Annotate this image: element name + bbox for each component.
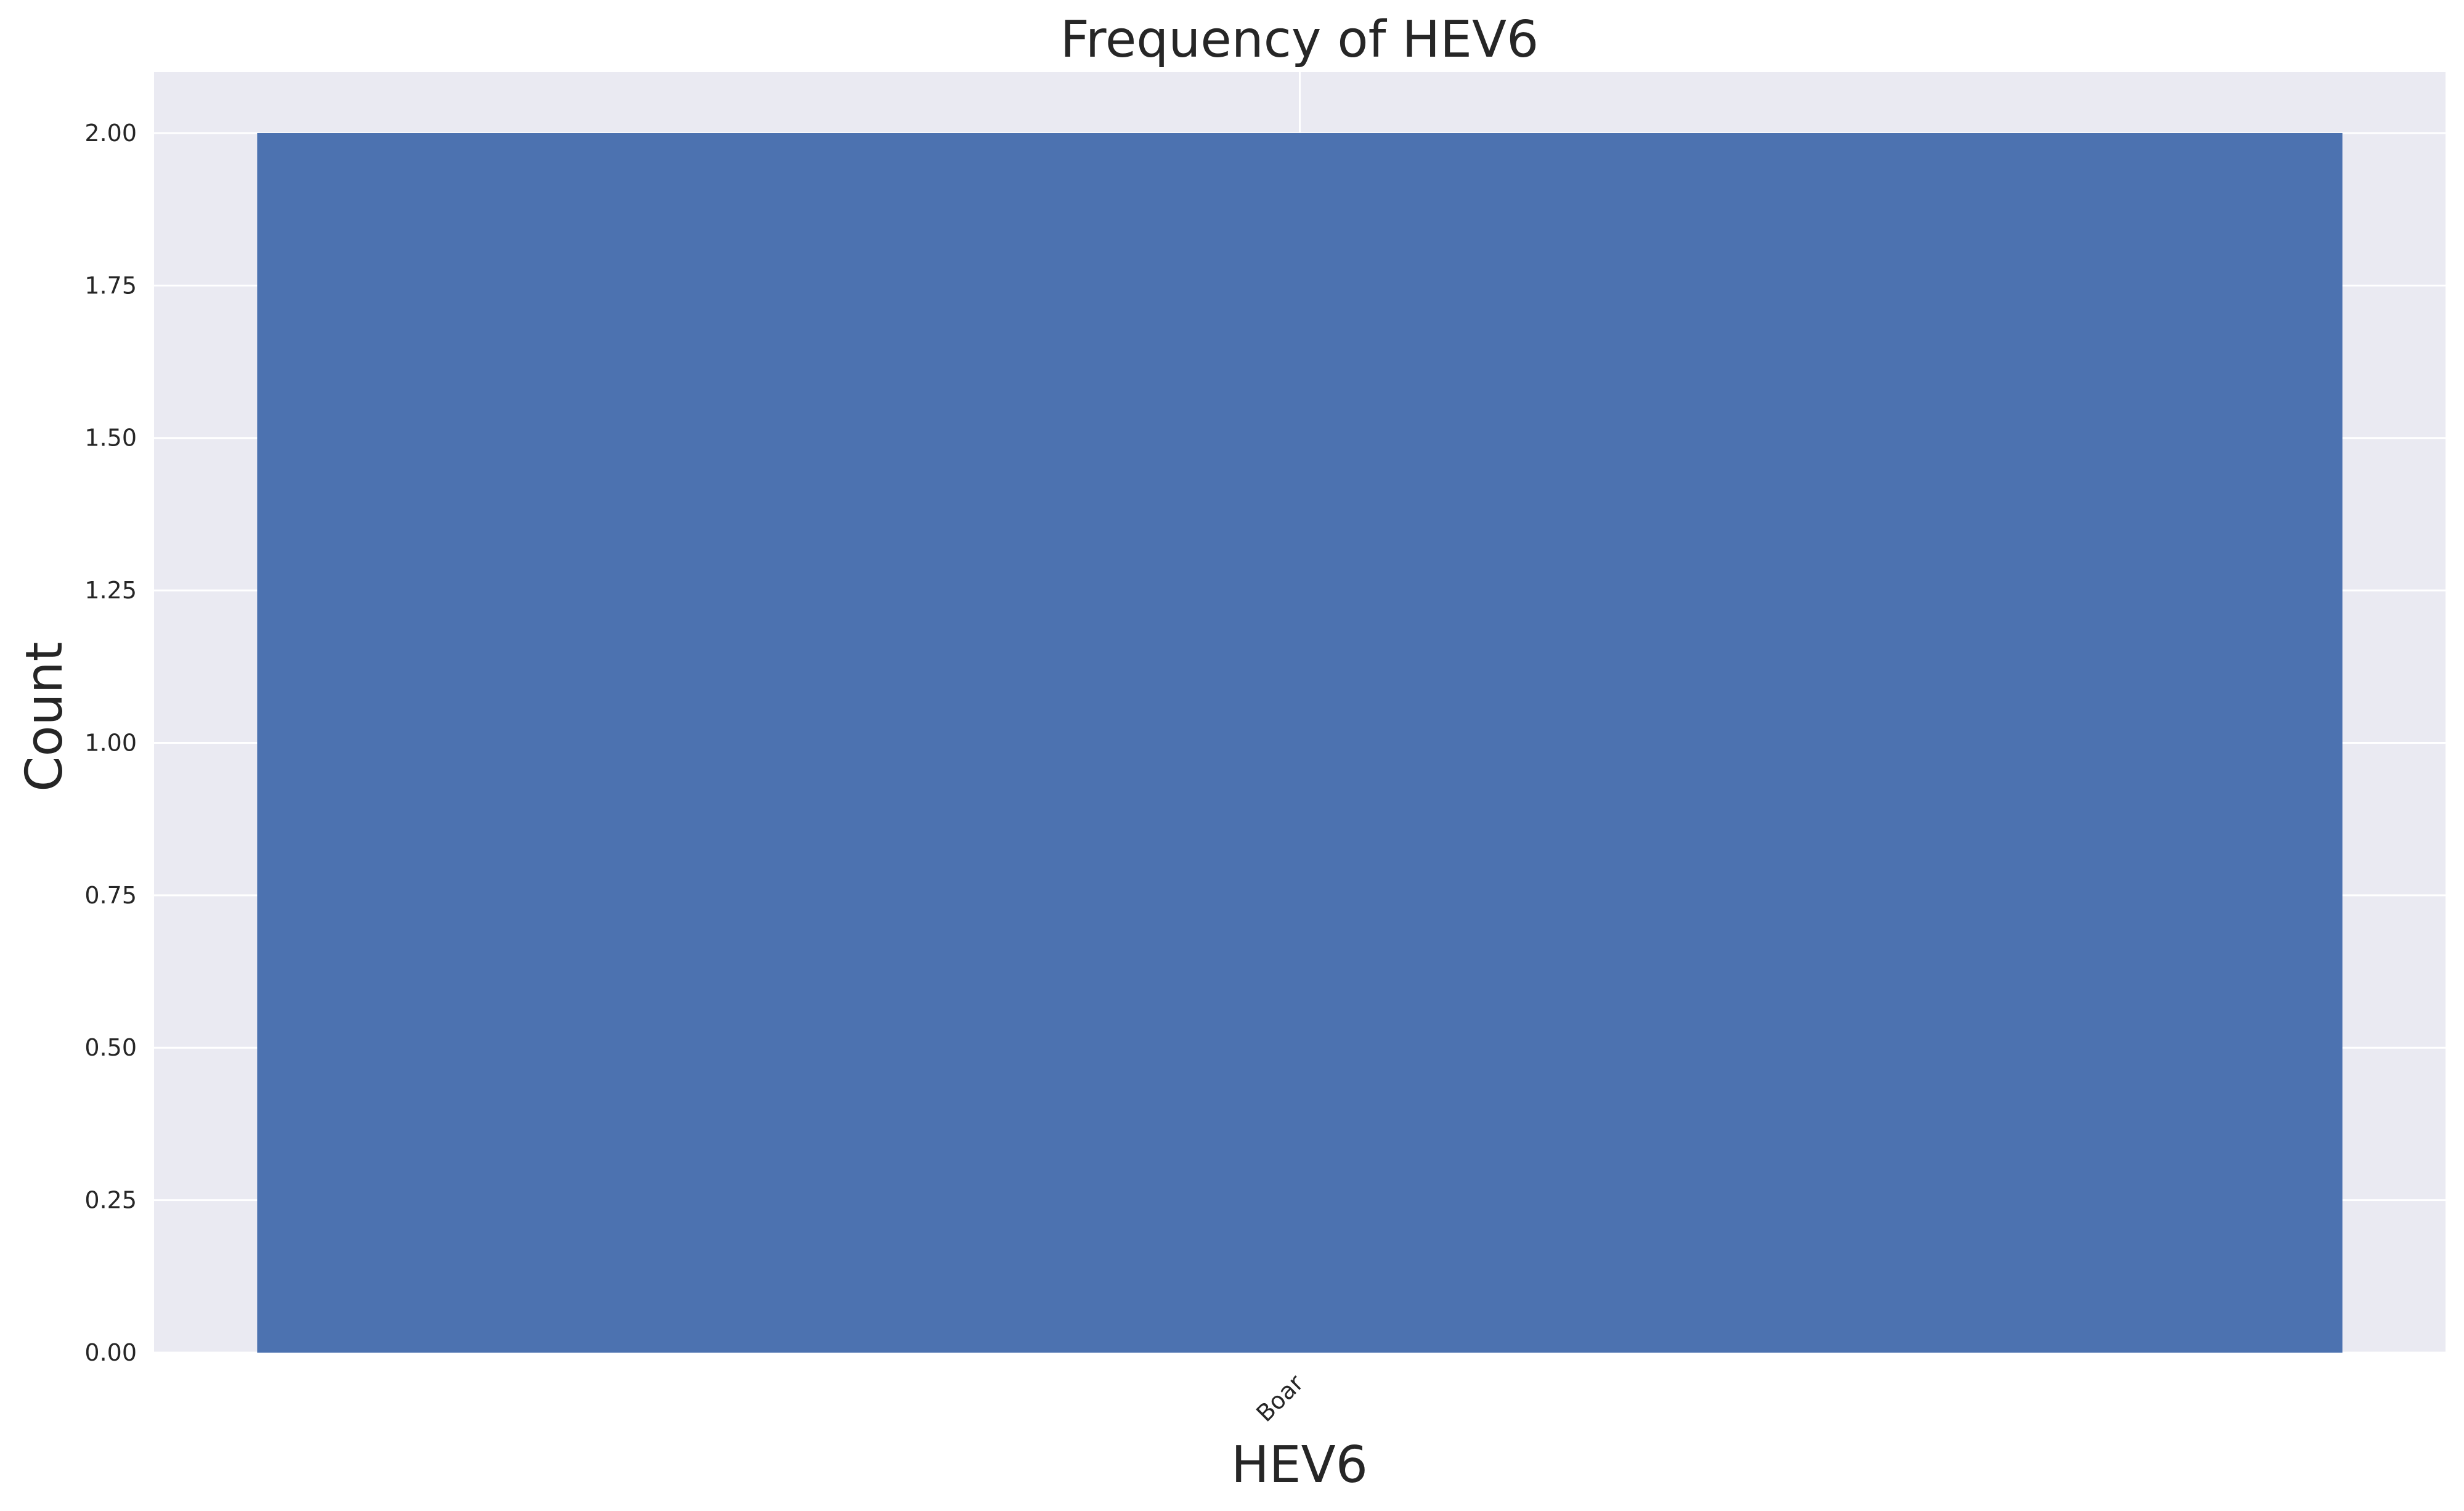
y-tick-label: 0.50 (84, 1034, 137, 1061)
x-tick-labels: Boar (1251, 1369, 1309, 1427)
bar-boar (257, 132, 2343, 1353)
y-tick-label: 1.50 (84, 425, 137, 452)
y-tick-label: 2.00 (84, 120, 137, 147)
y-tick-label: 0.75 (84, 882, 137, 909)
bars (257, 132, 2343, 1353)
chart-title: Frequency of HEV6 (1060, 10, 1539, 69)
y-tick-label: 1.25 (84, 577, 137, 604)
x-tick-label: Boar (1251, 1369, 1309, 1427)
y-tick-label: 0.00 (84, 1339, 137, 1366)
y-tick-labels: 0.00 0.25 0.50 0.75 1.00 1.25 1.50 1.75 2.00 (84, 120, 137, 1366)
y-axis-label: Count (15, 641, 74, 792)
y-tick-label: 0.25 (84, 1187, 137, 1214)
y-tick-label: 1.00 (84, 729, 137, 756)
x-axis-label: HEV6 (1231, 1436, 1368, 1494)
y-tick-label: 1.75 (84, 272, 137, 299)
